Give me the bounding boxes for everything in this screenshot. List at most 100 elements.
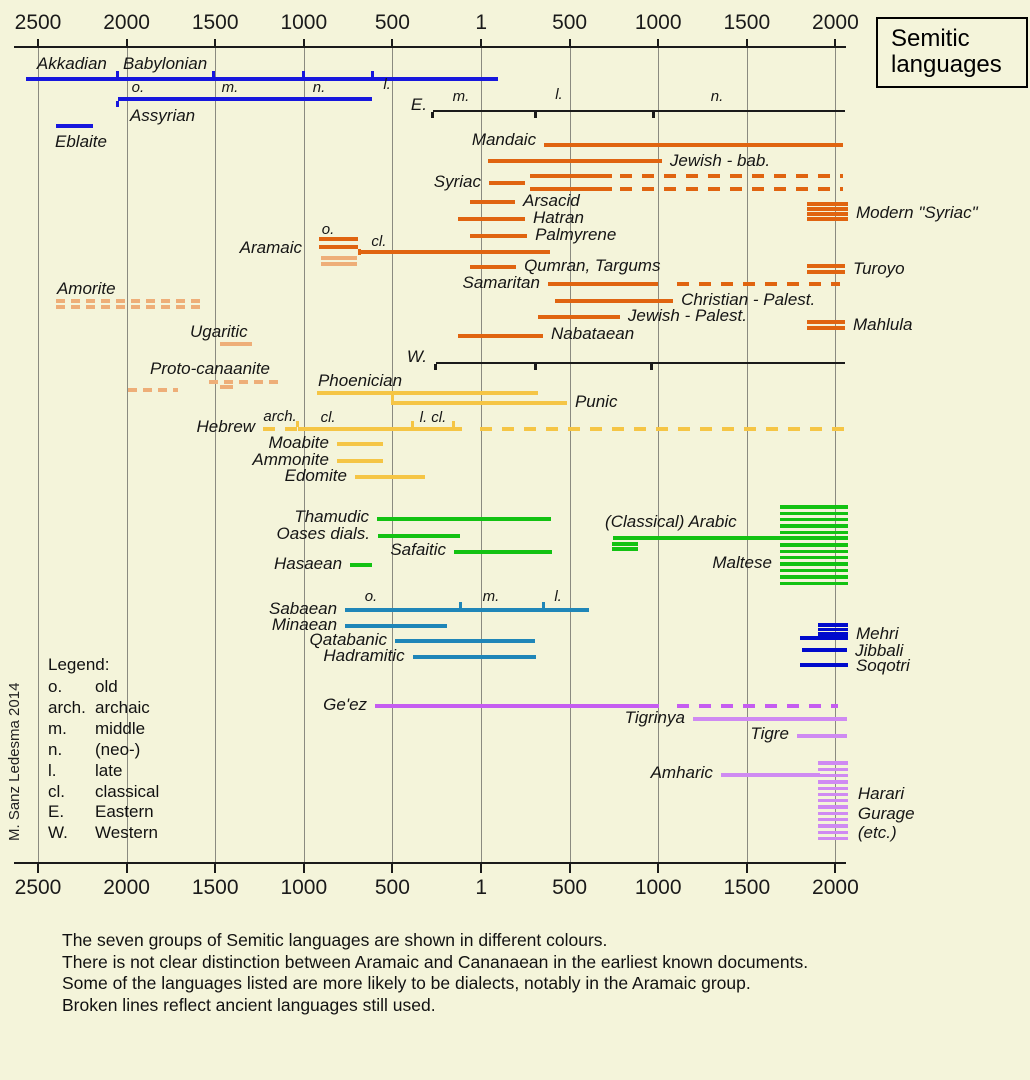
amharic-label: Amharic — [650, 763, 713, 782]
arabic-dialects-row-3 — [779, 518, 848, 522]
edomite-segment-1 — [355, 475, 425, 479]
bottom-axis-tick-2000 — [834, 863, 837, 873]
sabaean-tick-1 — [459, 602, 463, 608]
top-axis-label-1500: 1500 — [191, 11, 239, 34]
mehri-rows-row-1 — [818, 623, 848, 627]
turoyo-row-1 — [807, 264, 845, 268]
phoenician-label: Phoenician — [317, 371, 403, 390]
hebrew-sublabel-lcl: l. cl. — [419, 409, 447, 426]
sabaean-segment-1 — [345, 608, 590, 612]
legend-value: old — [95, 677, 118, 696]
hadramitic-segment-1 — [412, 655, 536, 659]
classical-aramaic-segment-1 — [359, 250, 550, 254]
modern-syriac-row-3 — [807, 212, 848, 216]
syriac-lower-segment-2 — [619, 187, 844, 191]
arabic-dialects-row-1 — [779, 505, 848, 509]
old-aramaic-row2-sublabel-cl: cl. — [371, 233, 387, 250]
palmyrene-segment-1 — [470, 234, 528, 238]
top-axis-label-500: 500 — [552, 11, 588, 34]
legend-key: m. — [48, 718, 67, 738]
bottom-axis-tick-1 — [480, 863, 483, 873]
western-aramaic-branch-tick-1 — [434, 363, 438, 370]
bottom-axis-label-2000: 2000 — [812, 876, 859, 899]
western-aramaic-branch-segment-1 — [435, 362, 845, 364]
akkadian-babylonian-tick-4 — [371, 71, 375, 77]
harari-gurage-block-row-7 — [818, 799, 848, 803]
mahlula-label: Mahlula — [852, 315, 913, 334]
gridline-2500 — [38, 47, 39, 863]
tigrinya-label: Tigrinya — [624, 708, 685, 727]
legend-value: (neo-) — [95, 739, 141, 759]
akkadian-babylonian-sublabel-l: l. — [383, 76, 391, 93]
top-axis-tick-1500 — [745, 39, 748, 47]
modern-syriac-row-1 — [807, 202, 848, 206]
gridline-1000 — [658, 47, 660, 863]
hasaean-label: Hasaean — [273, 554, 343, 573]
harari-gurage-block-row-1 — [818, 761, 848, 765]
proto-canaanite-b-segment-1 — [219, 385, 233, 389]
legend-value: Western — [95, 823, 158, 843]
proto-canaanite-a-label: Proto-canaanite — [149, 359, 271, 378]
legend-key: E. — [48, 802, 65, 822]
tigrinya-segment-1 — [692, 717, 847, 721]
punic-segment-1 — [390, 401, 567, 405]
gridline-1000 — [303, 47, 305, 863]
chart-title-line2: languages — [891, 51, 1002, 78]
gridline-1500 — [746, 47, 748, 863]
minaean-label: Minaean — [271, 615, 338, 634]
harari-gurage-block-row-3 — [818, 773, 848, 778]
top-axis-tick-1500 — [214, 39, 217, 47]
hatran-label: Hatran — [532, 208, 584, 227]
footnote-line-4: Broken lines reflect ancient languages s… — [62, 994, 436, 1015]
amharic-segment-1 — [720, 773, 820, 777]
top-axis-label-2000: 2000 — [812, 11, 859, 34]
top-axis-label-500: 500 — [374, 11, 410, 34]
gridline-500 — [392, 47, 394, 863]
proto-canaanite-a-segment-1 — [208, 380, 282, 384]
eastern-aramaic-branch-label: E. — [410, 95, 427, 114]
top-axis-line — [14, 46, 846, 48]
eastern-aramaic-branch-tick-2 — [533, 111, 537, 118]
arabic-dialects-row-11 — [779, 568, 848, 573]
jibbali-segment-1 — [802, 648, 848, 652]
top-axis-label-1000: 1000 — [634, 11, 682, 34]
eastern-aramaic-branch-tick-1 — [431, 111, 435, 118]
bottom-axis-label-1: 1 — [475, 876, 488, 899]
legend-key: o. — [48, 677, 63, 696]
early-arabic-row2-segment-1 — [611, 547, 638, 551]
eastern-aramaic-branch-tick-3 — [651, 111, 655, 118]
bottom-axis-tick-1500 — [745, 863, 748, 873]
top-axis-tick-2500 — [37, 39, 39, 47]
top-axis-tick-1 — [480, 39, 483, 47]
akkadian-babylonian-label: Akkadian — [36, 54, 107, 73]
legend-key: n. — [48, 739, 63, 759]
nabataean-label: Nabataean — [551, 324, 635, 343]
akkadian-babylonian-sublabel-o: o. — [131, 79, 145, 96]
qumran-targums-segment-1 — [470, 265, 517, 269]
bottom-axis-label-1000: 1000 — [280, 876, 328, 899]
legend-row-W: W. Western — [48, 823, 158, 843]
footnote-line-2: There is not clear distinction between A… — [62, 951, 809, 972]
legend-row-E: E. Eastern — [48, 802, 154, 822]
hebrew-segment-1 — [263, 427, 298, 431]
phoenician-segment-1 — [316, 391, 539, 395]
syriac-upper-segment-2 — [619, 174, 844, 178]
assyrian-segment-1 — [117, 97, 373, 101]
top-axis-label-2000: 2000 — [103, 11, 150, 34]
punic-label: Punic — [574, 392, 618, 411]
legend-row-o: o. old — [48, 677, 118, 697]
arabic-dialects-row-4 — [779, 524, 848, 528]
mandaic-segment-1 — [544, 143, 843, 147]
syriac-upper-segment-1 — [530, 174, 612, 178]
top-axis-label-2500: 2500 — [14, 11, 62, 34]
old-aramaic-row2-label: Aramaic — [239, 238, 303, 257]
credit-text: M. Sanz Ledesma 2014 — [6, 682, 23, 841]
modern-syriac-label: Modern "Syriac" — [855, 203, 978, 222]
assyrian-tick-1 — [116, 101, 120, 107]
arabic-dialects-row-8 — [779, 549, 848, 554]
harari-gurage-block-row-6 — [818, 792, 848, 797]
bottom-axis-tick-500 — [391, 863, 394, 873]
minaean-segment-1 — [345, 624, 447, 628]
eastern-aramaic-branch-sublabel-m: m. — [452, 88, 470, 105]
harari-gurage-block-row-5 — [818, 786, 848, 790]
